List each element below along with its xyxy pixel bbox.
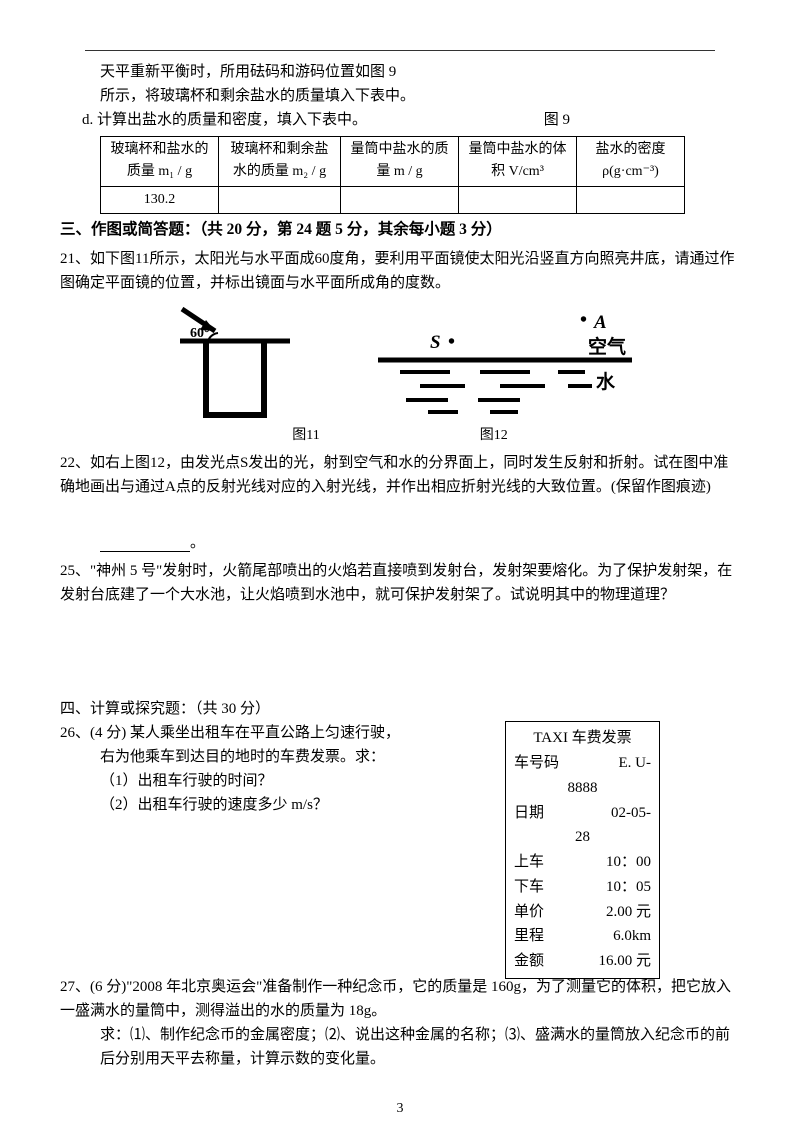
table-header: 量筒中盐水的体积 V/cm³: [459, 137, 577, 187]
table-header: 盐水的密度 ρ(g·cm⁻³): [577, 137, 685, 187]
receipt-price-label: 单价: [514, 900, 544, 925]
receipt-off-label: 下车: [514, 875, 544, 900]
preamble-line2: 所示，将玻璃杯和剩余盐水的质量填入下表中。: [60, 84, 740, 108]
preamble-line3: d. 计算出盐水的质量和密度，填入下表中。: [60, 108, 367, 132]
receipt-on-label: 上车: [514, 850, 544, 875]
point-s-dot: •: [448, 331, 455, 353]
receipt-dist-label: 里程: [514, 924, 544, 949]
table-header: 玻璃杯和盐水的质量 m₁ / g: [101, 137, 219, 187]
water-label: 水: [596, 371, 616, 393]
receipt-amt: 16.00 元: [598, 949, 651, 974]
section4-title: 四、计算或探究题：（共 30 分）: [60, 697, 740, 721]
question-27: 27、(6 分)"2008 年北京奥运会"准备制作一种纪念币，它的质量是 160…: [60, 975, 740, 1023]
receipt-date: 02-05-: [611, 801, 651, 826]
receipt-dist: 6.0km: [613, 924, 651, 949]
question-25: 25、"神州 5 号"发射时，火箭尾部喷出的火焰若直接喷到发射台，发射架要熔化。…: [60, 559, 740, 607]
receipt-off: 10：05: [606, 875, 651, 900]
receipt-date2: 28: [514, 825, 651, 850]
figure-11-diagram: 60°: [160, 303, 310, 423]
receipt-title: TAXI 车费发票: [514, 726, 651, 751]
receipt-car-label: 车号码: [514, 751, 559, 776]
point-a-label: A: [593, 312, 607, 333]
receipt-car: E. U-: [619, 751, 652, 776]
figure-labels: 图11 图12: [60, 425, 740, 447]
fig11-caption: 图11: [292, 425, 319, 447]
fig12-caption: 图12: [480, 425, 508, 447]
table-header: 量筒中盐水的质量 m / g: [341, 137, 459, 187]
receipt-car2: 8888: [514, 776, 651, 801]
table-cell: [577, 186, 685, 213]
air-label: 空气: [588, 335, 626, 358]
preamble-line1: 天平重新平衡时，所用砝码和游码位置如图 9: [60, 60, 740, 84]
point-a-dot: •: [580, 309, 587, 331]
receipt-price: 2.00 元: [606, 900, 651, 925]
page-number: 3: [0, 1098, 800, 1120]
fig9-caption: 图 9: [544, 108, 570, 132]
table-cell: [219, 186, 341, 213]
table-header: 玻璃杯和剩余盐水的质量 m₂ / g: [219, 137, 341, 187]
table-cell: [341, 186, 459, 213]
blank-suffix: 。: [190, 535, 205, 551]
question-21: 21、如下图11所示，太阳光与水平面成60度角，要利用平面镜使太阳光沿竖直方向照…: [60, 247, 740, 295]
figure-row: 60° • A S • 空气 水: [60, 303, 740, 423]
table-cell: 130.2: [101, 186, 219, 213]
receipt-on: 10：00: [606, 850, 651, 875]
question-27-b: 求：⑴、制作纪念币的金属密度；⑵、说出这种金属的名称；⑶、盛满水的量筒放入纪念币…: [60, 1023, 740, 1071]
blank-line: 。: [60, 531, 740, 555]
receipt-amt-label: 金额: [514, 949, 544, 974]
taxi-receipt: TAXI 车费发票 车号码 E. U- 8888 日期 02-05- 28 上车 10…: [505, 721, 660, 979]
section3-title: 三、作图或简答题：（共 20 分，第 24 题 5 分，其余每小题 3 分）: [60, 218, 740, 243]
point-s-label: S: [430, 332, 441, 353]
table-cell: [459, 186, 577, 213]
density-table: 玻璃杯和盐水的质量 m₁ / g 玻璃杯和剩余盐水的质量 m₂ / g 量筒中盐…: [100, 136, 685, 214]
question-22: 22、如右上图12，由发光点S发出的光，射到空气和水的分界面上，同时发生反射和折…: [60, 451, 740, 499]
page-top-rule: [85, 50, 715, 51]
figure-12-diagram: • A S • 空气 水: [370, 308, 640, 423]
q21-text: 21、如下图11所示，太阳光与水平面成60度角，要利用平面镜使太阳光沿竖直方向照…: [60, 251, 734, 291]
receipt-date-label: 日期: [514, 801, 544, 826]
